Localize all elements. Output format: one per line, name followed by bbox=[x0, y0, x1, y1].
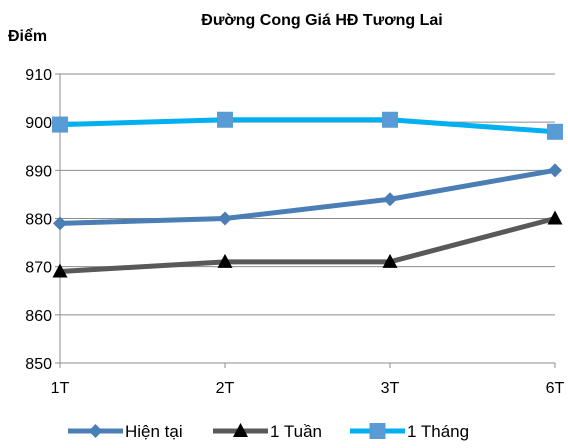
y-tick-label: 910 bbox=[25, 67, 52, 84]
series-1 bbox=[53, 163, 562, 231]
series-line bbox=[57, 117, 558, 135]
data-point bbox=[382, 253, 398, 268]
legend-item: Hiện tại bbox=[68, 422, 183, 441]
data-point bbox=[217, 111, 233, 128]
legend-label: Hiện tại bbox=[125, 422, 183, 441]
series-2 bbox=[52, 210, 563, 278]
x-tick-label: 1T bbox=[51, 380, 70, 397]
data-point bbox=[548, 163, 562, 178]
legend-label: 1 Tháng bbox=[407, 422, 469, 441]
legend-label: 1 Tuần bbox=[270, 422, 322, 441]
y-tick-label: 850 bbox=[25, 356, 52, 373]
y-tick-label: 870 bbox=[25, 260, 52, 277]
data-point bbox=[547, 123, 563, 140]
y-tick-label: 890 bbox=[25, 163, 52, 180]
data-point bbox=[547, 210, 563, 225]
data-point bbox=[382, 111, 398, 128]
axes: 850 860 870 880 890 900 910 1T 2T 3T 6T bbox=[25, 67, 564, 397]
y-tick-label: 900 bbox=[25, 115, 52, 132]
x-tick-label: 6T bbox=[546, 380, 565, 397]
chart-title: Đường Cong Giá HĐ Tương Lai bbox=[201, 12, 442, 29]
y-axis-label: Điểm bbox=[8, 27, 47, 45]
series bbox=[52, 111, 563, 278]
legend-item: 1 Tuần bbox=[213, 422, 322, 441]
x-tick-label: 2T bbox=[216, 380, 235, 397]
series-line bbox=[57, 167, 558, 226]
legend-marker bbox=[233, 423, 248, 437]
legend-item: 1 Tháng bbox=[350, 422, 469, 441]
data-point bbox=[217, 253, 233, 268]
legend-marker bbox=[88, 424, 103, 438]
legend: Hiện tại 1 Tuần 1 Tháng bbox=[68, 422, 469, 441]
y-tick-label: 860 bbox=[25, 308, 52, 325]
series-3 bbox=[52, 111, 563, 140]
data-point bbox=[218, 211, 232, 226]
data-point bbox=[53, 216, 67, 231]
series-line bbox=[57, 216, 558, 274]
data-point bbox=[52, 116, 68, 133]
data-point bbox=[52, 263, 68, 278]
y-tick-label: 880 bbox=[25, 212, 52, 229]
legend-marker bbox=[369, 423, 386, 439]
data-point bbox=[383, 192, 397, 207]
x-tick-label: 3T bbox=[381, 380, 400, 397]
